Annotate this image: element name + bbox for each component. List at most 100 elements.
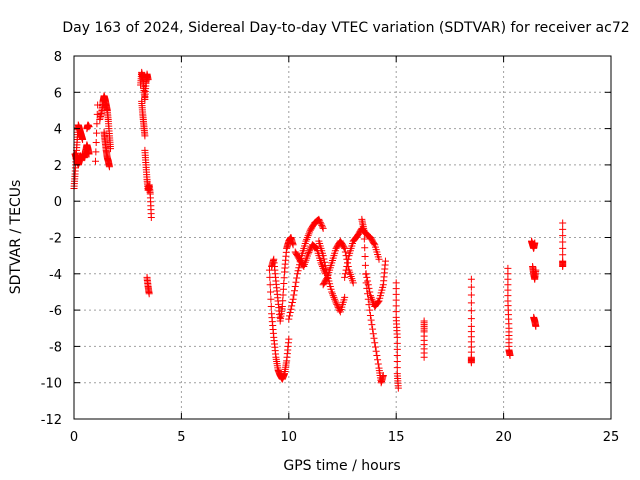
data-point [467,299,475,307]
y-axis-label: SDTVAR / TECUs [8,180,24,295]
data-point [332,299,340,307]
data-point [393,345,401,353]
data-point [467,359,475,367]
data-point [467,315,475,323]
data-point [311,243,319,251]
data-point [291,287,299,295]
data-point [318,221,326,229]
data-point [285,315,293,323]
data-point [267,302,275,310]
data-point [369,297,377,305]
data-point [368,295,376,303]
data-point [79,135,87,143]
data-points [70,68,567,392]
data-point [341,244,349,252]
data-point [302,237,310,245]
grid-lines [74,56,611,419]
data-point [303,235,311,243]
y-tick-label: -10 [41,377,62,392]
data-point [364,281,372,289]
x-tick-label: 5 [177,430,185,445]
y-tick-label: -6 [49,304,62,319]
data-point [393,364,401,372]
data-point [147,214,155,222]
y-tick-label: 2 [54,159,62,174]
data-point [341,293,349,301]
data-point [287,305,295,313]
data-point [366,312,374,320]
data-point [323,275,331,283]
data-point [305,230,313,238]
data-point [145,290,153,298]
data-point [559,238,567,246]
data-point [559,232,567,240]
data-point [373,351,381,359]
data-point [344,255,352,263]
data-point [317,220,325,228]
data-point [362,270,370,278]
data-point [370,334,378,342]
data-point [316,217,324,225]
data-point [559,219,567,227]
data-point [360,226,368,234]
data-point [341,273,349,281]
data-point [531,239,539,247]
y-tick-label: 4 [54,123,62,138]
data-point [267,295,275,303]
data-point [393,339,401,347]
data-point [266,281,274,289]
data-point [285,335,293,343]
data-point [267,288,275,296]
data-point [366,306,374,314]
data-point [329,292,337,300]
data-point [361,261,369,269]
y-tick-label: -2 [49,232,62,247]
data-point [85,150,93,158]
data-point [141,132,149,140]
data-point [532,266,540,274]
data-point [393,333,401,341]
data-point [290,291,298,299]
data-point [374,356,382,364]
data-point [93,120,101,128]
data-point [315,215,323,223]
data-point [467,307,475,315]
data-point [321,258,329,266]
data-point [375,255,383,263]
y-tick-label: 0 [54,195,62,210]
data-point [319,224,327,232]
x-tick-labels: 0 5 10 15 20 25 [70,430,619,445]
data-point [393,351,401,359]
data-point [316,218,324,226]
data-point [532,322,540,330]
data-point [318,223,326,231]
data-point [320,255,328,263]
data-point [559,263,567,271]
data-point [289,241,297,249]
data-point [319,252,327,260]
data-point [293,274,301,282]
data-point [379,371,387,379]
data-point [371,339,379,347]
data-point [105,163,113,171]
data-point [506,351,514,359]
data-point [291,283,299,291]
data-point [144,76,152,84]
data-point [420,353,428,361]
data-point [342,266,350,274]
data-point [85,123,93,131]
chart-title: Day 163 of 2024, Sidereal Day-to-day VTE… [62,20,629,36]
y-tick-label: 6 [54,86,62,101]
data-point [559,244,567,252]
data-point [304,250,312,258]
data-point [286,309,294,317]
data-point [364,277,372,285]
data-point [361,244,369,252]
data-point [363,273,371,281]
data-point [92,139,100,147]
data-point [559,225,567,233]
data-point [91,157,99,165]
data-point [393,358,401,366]
data-point [369,325,377,333]
